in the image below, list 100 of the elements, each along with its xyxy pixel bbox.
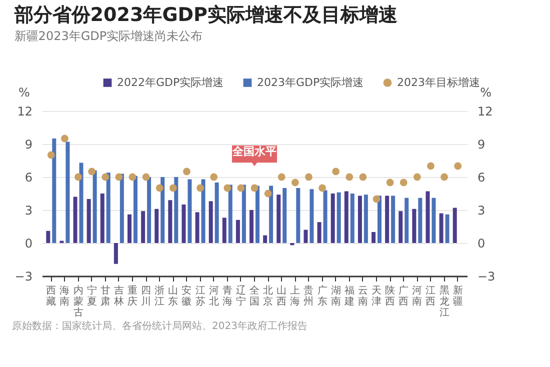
point: [372, 195, 380, 203]
y-tick-label: 9: [24, 138, 32, 152]
y2-tick-label: −3: [478, 270, 496, 284]
point: [413, 173, 421, 181]
bar: [304, 230, 308, 243]
x-tick-label: 山东: [168, 284, 178, 308]
bar: [310, 189, 314, 243]
point: [454, 162, 462, 170]
point: [305, 173, 312, 181]
x-tick-label: 北京: [263, 284, 274, 308]
x-tick-label: 黑龙江: [439, 286, 450, 318]
point: [156, 184, 164, 192]
bar: [106, 172, 110, 243]
point: [237, 184, 245, 192]
bar: [330, 194, 335, 243]
x-tick-label: 天津: [372, 286, 382, 308]
bar: [141, 211, 146, 243]
y2-tick-label: 3: [478, 204, 486, 218]
x-tick-label: 浙江: [154, 284, 165, 308]
bar: [452, 208, 457, 243]
x-tick-label: 宁夏: [86, 284, 97, 308]
annotation: 全国水平: [232, 145, 276, 158]
point: [61, 134, 68, 142]
bar: [323, 190, 328, 243]
bar: [154, 208, 159, 243]
x-tick-label: 甘肃: [100, 284, 110, 308]
bar: [52, 138, 56, 243]
point: [115, 173, 123, 181]
bar: [350, 194, 354, 243]
x-tick-label: 辽宁: [236, 284, 246, 308]
x-tick-label: 广东: [317, 284, 328, 308]
bar: [114, 243, 118, 264]
x-tick-label: 全国: [250, 284, 260, 308]
bar: [147, 177, 152, 243]
bar: [404, 198, 409, 243]
bar: [195, 212, 200, 243]
y-tick-label: −3: [14, 270, 32, 284]
point: [47, 151, 55, 159]
point: [102, 173, 110, 181]
legend-label: 2022年GDP实际增速: [117, 76, 224, 89]
bar: [378, 196, 382, 243]
point: [386, 178, 394, 186]
legend-label: 2023年GDP实际增速: [257, 76, 364, 89]
bar: [358, 196, 362, 243]
bar: [269, 186, 274, 243]
bar: [445, 214, 450, 243]
point: [278, 173, 286, 181]
bar: [86, 199, 91, 243]
y-tick-label: 0: [24, 236, 32, 250]
bar: [255, 186, 260, 243]
x-tick-label: 上海: [290, 284, 300, 308]
point: [427, 162, 434, 170]
x-tick-label: 吉林: [112, 284, 124, 308]
bar: [282, 188, 287, 243]
x-tick-label: 河南: [412, 284, 422, 308]
bar: [182, 204, 186, 243]
x-tick-label: 湖南: [330, 284, 341, 308]
bar: [391, 196, 396, 243]
bar: [398, 211, 403, 243]
bar: [168, 200, 172, 243]
chart-title: 部分省份2023年GDP实际增速不及目标增速: [13, 4, 398, 26]
point: [400, 178, 408, 186]
bar: [46, 230, 50, 243]
point: [88, 168, 96, 176]
x-tick-label: 海南: [60, 284, 70, 308]
point: [128, 173, 136, 181]
y2-axis-title: %: [480, 86, 492, 100]
x-tick-label: 山西: [276, 284, 287, 308]
bar: [385, 196, 390, 243]
y-tick-label: 6: [24, 170, 32, 184]
bar: [66, 142, 70, 243]
bar: [426, 191, 430, 243]
bar: [222, 218, 226, 243]
bar: [160, 177, 165, 243]
point: [359, 173, 367, 181]
y-tick-label: 12: [17, 104, 32, 118]
text: 原始数据：国家统计局、各省份统计局网站、2023年政府工作报告: [12, 320, 308, 332]
point: [250, 184, 258, 192]
chart-subtitle: 新疆2023年GDP实际增速尚未公布: [14, 29, 203, 43]
bar: [228, 184, 232, 243]
y-tick-label: 3: [24, 204, 32, 218]
point: [196, 184, 204, 192]
bar: [336, 192, 341, 243]
point: [318, 184, 326, 192]
x-tick-label: 内蒙古: [73, 284, 84, 318]
bar: [432, 198, 436, 243]
bar: [317, 222, 322, 243]
x-tick-label: 河北: [208, 284, 219, 308]
y2-tick-label: 6: [478, 170, 486, 184]
bar: [276, 194, 281, 243]
bar: [208, 201, 213, 243]
point: [440, 173, 448, 181]
point: [291, 178, 299, 186]
bar: [128, 214, 132, 243]
bar: [100, 194, 104, 243]
x-tick-label: 西藏: [46, 286, 56, 308]
point: [224, 184, 232, 192]
y2-tick-label: 12: [478, 104, 493, 118]
point: [74, 173, 82, 181]
bar: [364, 194, 368, 243]
